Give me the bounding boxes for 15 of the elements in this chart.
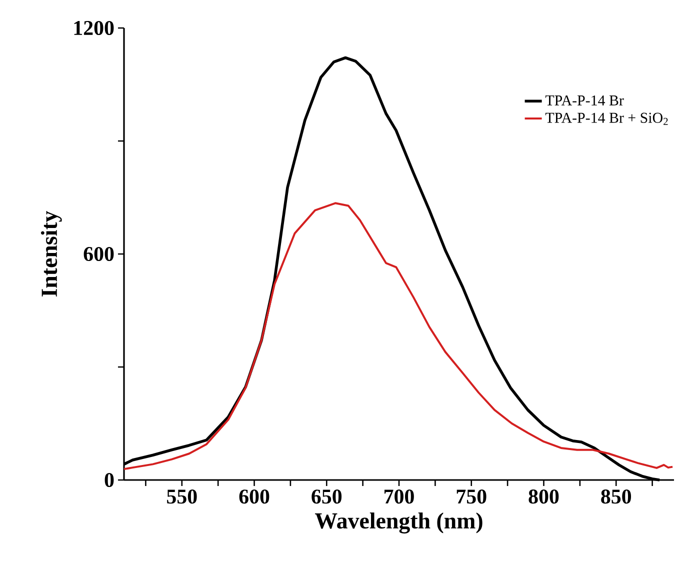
x-tick-label: 850 — [601, 490, 632, 504]
x-axis-title: Wavelength (nm) — [314, 512, 482, 534]
x-tick-label: 550 — [167, 490, 197, 504]
legend-label: TPA-P-14 Br + SiO$_{2}$ — [545, 112, 668, 125]
x-tick-label: 600 — [239, 490, 270, 504]
legend-label: TPA-P-14 Br — [545, 95, 624, 106]
line-series — [123, 202, 674, 470]
x-tick-label: 750 — [456, 490, 486, 504]
y-tick-label: 600 — [84, 246, 114, 262]
x-tick-label: 650 — [312, 490, 342, 504]
y-tick-label: 0 — [104, 472, 114, 488]
y-tick-label: 1200 — [74, 20, 114, 36]
x-tick-label: 700 — [384, 490, 414, 504]
y-axis-title: Intensity — [40, 210, 62, 297]
x-tick-label: 800 — [528, 490, 559, 504]
